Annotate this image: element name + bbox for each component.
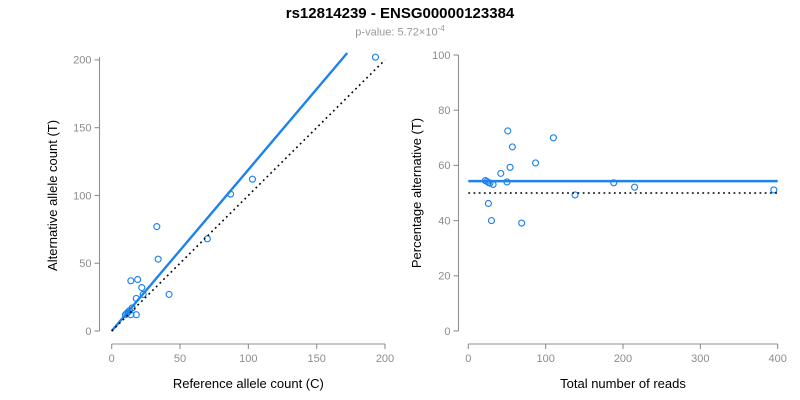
data-point xyxy=(610,179,618,187)
x-tick-label: 0 xyxy=(109,353,115,365)
data-point xyxy=(165,290,173,298)
data-point xyxy=(138,284,146,292)
x-axis-title: Reference allele count (C) xyxy=(173,376,324,391)
line-fitted-ratio xyxy=(110,52,349,332)
x-tick-label: 100 xyxy=(536,353,554,365)
y-tick-label: 40 xyxy=(438,215,450,227)
y-axis-title: Alternative allele count (T) xyxy=(45,120,60,271)
data-point xyxy=(549,134,557,142)
x-tick-label: 150 xyxy=(307,353,325,365)
x-tick-label: 200 xyxy=(376,353,394,365)
data-point xyxy=(127,277,135,285)
x-tick-label: 200 xyxy=(614,353,632,365)
y-tick-label: 50 xyxy=(79,258,91,270)
data-point xyxy=(139,290,147,298)
data-point xyxy=(504,127,512,135)
line-identity xyxy=(111,59,386,332)
figure-title: rs12814239 - ENSG00000123384 xyxy=(285,5,515,22)
data-point xyxy=(571,191,579,199)
data-point xyxy=(154,255,162,263)
figure-subtitle: p-value: 5.72×10-4 xyxy=(0,24,800,39)
y-tick-label: 100 xyxy=(73,190,91,202)
data-point xyxy=(497,169,505,177)
x-tick-label: 300 xyxy=(691,353,709,365)
x-tick-label: 400 xyxy=(769,353,787,365)
y-tick-label: 100 xyxy=(432,50,450,62)
x-axis-title: Total number of reads xyxy=(560,376,686,391)
y-tick-label: 0 xyxy=(85,326,91,338)
data-point xyxy=(484,199,492,208)
panel-percentage-vs-coverage-scatter: 0 20 40 60 80 100 0 100 200 300 400 Total number of… xyxy=(409,50,787,391)
data-point xyxy=(506,163,514,171)
y-tick-label: 20 xyxy=(438,271,450,283)
y-tick-label: 0 xyxy=(444,326,450,338)
panel-allele-counts-scatter: 0 50 100 150 200 0 50 100 150 200 Reference allele… xyxy=(45,52,394,391)
y-tick-label: 80 xyxy=(438,105,450,117)
data-point xyxy=(770,186,778,194)
data-point xyxy=(248,175,257,183)
p-value-text: p-value: 5.72×10 xyxy=(355,26,438,39)
data-point xyxy=(508,143,516,151)
data-point xyxy=(132,311,140,319)
data-point xyxy=(153,223,161,231)
data-point xyxy=(631,183,639,191)
data-point xyxy=(371,53,380,61)
x-tick-label: 0 xyxy=(465,353,471,365)
data-point xyxy=(518,219,526,227)
data-point xyxy=(487,217,496,225)
y-tick-label: 150 xyxy=(73,122,91,134)
data-point xyxy=(134,275,142,284)
data-point xyxy=(532,159,540,167)
y-tick-label: 60 xyxy=(438,160,450,172)
y-axis-title: Percentage alternative (T) xyxy=(409,118,424,268)
x-tick-label: 100 xyxy=(239,353,257,365)
x-tick-label: 50 xyxy=(174,353,186,365)
y-tick-label: 200 xyxy=(73,55,91,67)
p-value-exponent: -4 xyxy=(437,24,445,33)
